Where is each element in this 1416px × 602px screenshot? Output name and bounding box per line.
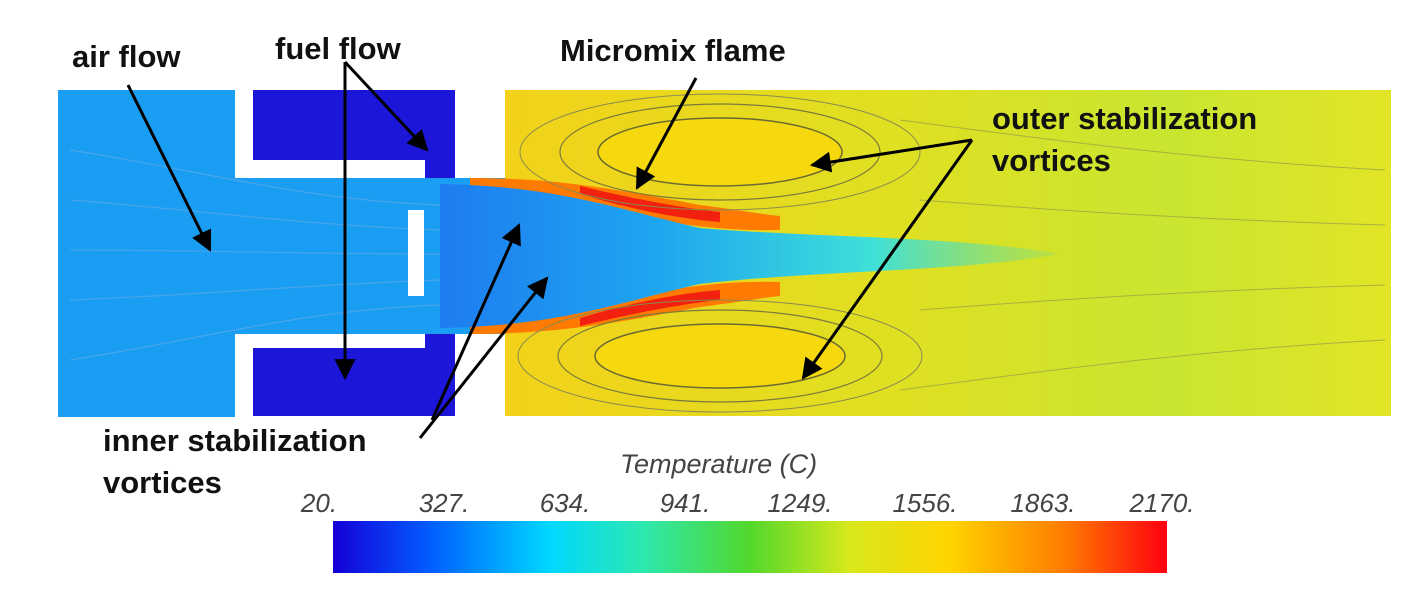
- inner-vortices-label-line1: inner stabilization: [103, 423, 367, 459]
- legend-tick: 634.: [540, 488, 591, 519]
- micromix-flame-label: Micromix flame: [560, 33, 786, 69]
- legend-tick: 2170.: [1129, 488, 1194, 519]
- air-flow-label: air flow: [72, 39, 181, 75]
- outer-vortices-label-line1: outer stabilization: [992, 101, 1257, 137]
- combustion-chamber: [440, 90, 1391, 416]
- fuel-flow-label: fuel flow: [275, 31, 401, 67]
- legend-title: Temperature (C): [620, 449, 817, 480]
- legend-tick: 20.: [301, 488, 337, 519]
- legend-tick: 1556.: [892, 488, 957, 519]
- legend-tick: 327.: [419, 488, 470, 519]
- bluff-body: [408, 210, 424, 296]
- fuel-injector-lower: [425, 334, 455, 358]
- legend-tick: 1249.: [767, 488, 832, 519]
- temperature-colorbar: [333, 521, 1167, 573]
- legend-tick: 1863.: [1010, 488, 1075, 519]
- fuel-block-lower: [253, 348, 455, 416]
- legend-tick: 941.: [660, 488, 711, 519]
- inner-vortices-label-line2: vortices: [103, 465, 222, 501]
- fuel-injector-upper: [425, 150, 455, 178]
- outer-vortices-label-line2: vortices: [992, 143, 1111, 179]
